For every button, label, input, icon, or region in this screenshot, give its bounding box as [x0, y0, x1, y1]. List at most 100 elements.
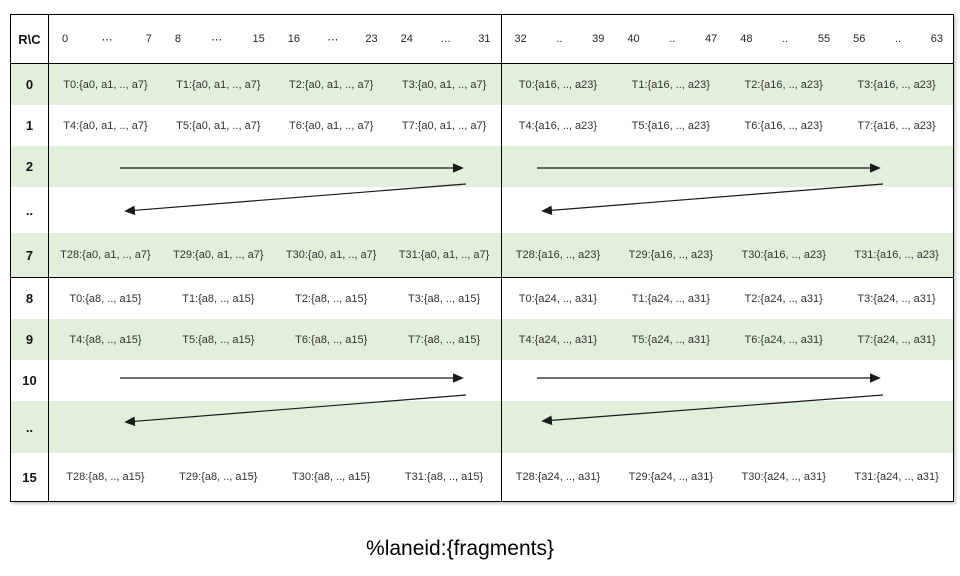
col-group-40-47: 40 .. 47 [614, 15, 727, 63]
col-end: 63 [930, 33, 943, 45]
fragment-cell: T31:{a8, .., a15} [404, 471, 484, 483]
fragment-cell: T30:{a24, .., a31} [741, 471, 826, 483]
col-group-16-23: 16 ⋯ 23 [275, 15, 388, 63]
fragment-cell: T29:{a16, .., a23} [628, 249, 714, 261]
fragment-cell: T5:{a0, a1, .., a7} [176, 119, 261, 132]
arrow-region-right [500, 401, 954, 453]
col-group-8-15: 8 ⋯ 15 [162, 15, 275, 63]
fragment-cell: T4:{a8, .., a15} [69, 333, 142, 346]
fragment-cell: T6:{a16, .., a23} [744, 119, 823, 132]
fragment-cell: T0:{a8, .., a15} [69, 292, 142, 305]
col-start: 0 [62, 33, 69, 45]
row-label: 9 [11, 319, 49, 360]
ellipsis: .. [782, 33, 789, 45]
fragment-cell: T1:{a16, .., a23} [631, 78, 710, 91]
fragment-cell: T7:{a24, .., a31} [857, 333, 936, 346]
fragment-cell: T5:{a8, .., a15} [182, 333, 255, 346]
fragment-cell: T3:{a24, .., a31} [857, 292, 936, 305]
arrow-region-right [500, 360, 954, 401]
fragment-cell: T1:{a24, .., a31} [631, 292, 710, 305]
fragment-cell: T6:{a0, a1, .., a7} [288, 119, 374, 132]
table-row-2: 2 [11, 146, 953, 187]
fragment-cell: T28:{a8, .., a15} [66, 471, 145, 483]
col-end: 7 [145, 33, 152, 45]
col-group-24-31: 24 … 31 [388, 15, 501, 63]
fragment-cell: T30:{a16, .., a23} [741, 249, 826, 261]
col-end: 15 [252, 33, 265, 45]
row-label: 10 [11, 360, 49, 401]
header-row: R\C 0 ⋯ 7 8 ⋯ 15 16 ⋯ 23 24 … 31 32 .. 3… [11, 15, 953, 64]
col-end: 55 [817, 33, 831, 45]
row-label: 0 [11, 64, 49, 105]
ellipsis: .. [556, 33, 563, 45]
arrow-region-left [49, 360, 501, 401]
fragment-cell: T2:{a0, a1, .., a7} [288, 78, 374, 91]
fragment-cell: T31:{a24, .., a31} [854, 471, 939, 483]
row-label: 2 [11, 146, 49, 187]
fragment-cell: T29:{a0, a1, .., a7} [173, 249, 264, 261]
row-label: 15 [11, 453, 49, 501]
table-row-9: 9 T4:{a8, .., a15} T5:{a8, .., a15} T6:{… [11, 319, 953, 360]
fragment-cell: T6:{a8, .., a15} [295, 333, 368, 346]
arrow-region-left [49, 146, 501, 187]
arrow-region-left [49, 187, 501, 233]
table-row-1: 1 T4:{a0, a1, .., a7} T5:{a0, a1, .., a7… [11, 105, 953, 146]
col-group-32-39: 32 .. 39 [500, 15, 615, 63]
table-row-dots-bottom: .. [11, 401, 953, 453]
fragment-cell: T0:{a0, a1, .., a7} [63, 78, 148, 91]
row-label: 1 [11, 105, 49, 146]
arrow-region-right [500, 146, 954, 187]
fragment-cell: T2:{a24, .., a31} [744, 292, 823, 305]
row-label: .. [11, 187, 49, 233]
ellipsis: .. [669, 33, 676, 45]
fragment-cell: T0:{a24, .., a31} [500, 278, 615, 319]
fragment-cell: T5:{a16, .., a23} [631, 119, 710, 132]
ellipsis: ⋯ [211, 33, 223, 46]
fragment-cell: T4:{a16, .., a23} [500, 105, 615, 146]
row-label: 7 [11, 233, 49, 277]
col-end: 31 [478, 33, 491, 45]
fragment-cell: T3:{a16, .., a23} [857, 78, 936, 91]
fragment-cell: T1:{a0, a1, .., a7} [176, 78, 261, 91]
corner-label: R\C [11, 15, 49, 63]
fragment-cell: T31:{a16, .., a23} [854, 249, 939, 261]
col-group-48-55: 48 .. 55 [727, 15, 840, 63]
fragment-cell: T4:{a0, a1, .., a7} [63, 119, 148, 132]
fragment-cell: T1:{a8, .., a15} [182, 292, 255, 305]
fragment-cell: T4:{a24, .., a31} [500, 319, 615, 360]
table-row-dots-top: .. [11, 187, 953, 233]
fragment-cell: T29:{a24, .., a31} [628, 471, 714, 483]
col-group-56-63: 56 .. 63 [840, 15, 953, 63]
row-label: 8 [11, 278, 49, 319]
fragment-cell: T30:{a8, .., a15} [292, 471, 371, 483]
col-end: 47 [705, 33, 718, 45]
fragment-cell: T3:{a0, a1, .., a7} [401, 78, 487, 91]
table-row-10: 10 [11, 360, 953, 401]
fragment-cell: T3:{a8, .., a15} [407, 292, 481, 305]
ellipsis: … [440, 33, 452, 45]
col-start: 8 [174, 33, 181, 45]
fragment-cell: T7:{a8, .., a15} [407, 333, 481, 346]
fragment-cell: T7:{a16, .., a23} [857, 119, 936, 132]
col-start: 40 [627, 33, 640, 45]
col-start: 32 [514, 33, 527, 45]
ellipsis: .. [895, 33, 902, 45]
col-start: 16 [287, 33, 300, 45]
fragment-cell: T28:{a0, a1, .., a7} [60, 249, 151, 261]
arrow-region-right [500, 187, 954, 233]
figure-caption: %laneid:{fragments} [366, 537, 554, 560]
fragment-cell: T29:{a8, .., a15} [179, 471, 258, 483]
col-start: 56 [853, 33, 866, 45]
fragment-cell: T5:{a24, .., a31} [631, 333, 710, 346]
fragment-cell: T6:{a24, .., a31} [744, 333, 823, 346]
ellipsis: ⋯ [327, 33, 339, 46]
table-row-15: 15 T28:{a8, .., a15} T29:{a8, .., a15} T… [11, 453, 953, 501]
fragment-cell: T2:{a16, .., a23} [744, 78, 823, 91]
ellipsis: ⋯ [101, 33, 113, 46]
fragment-layout-table: R\C 0 ⋯ 7 8 ⋯ 15 16 ⋯ 23 24 … 31 32 .. 3… [10, 14, 954, 502]
col-end: 39 [592, 33, 605, 45]
col-group-0-7: 0 ⋯ 7 [49, 15, 162, 63]
arrow-region-left [49, 401, 501, 453]
table-row-0: 0 T0:{a0, a1, .., a7} T1:{a0, a1, .., a7… [11, 64, 953, 105]
fragment-cell: T2:{a8, .., a15} [295, 292, 368, 305]
